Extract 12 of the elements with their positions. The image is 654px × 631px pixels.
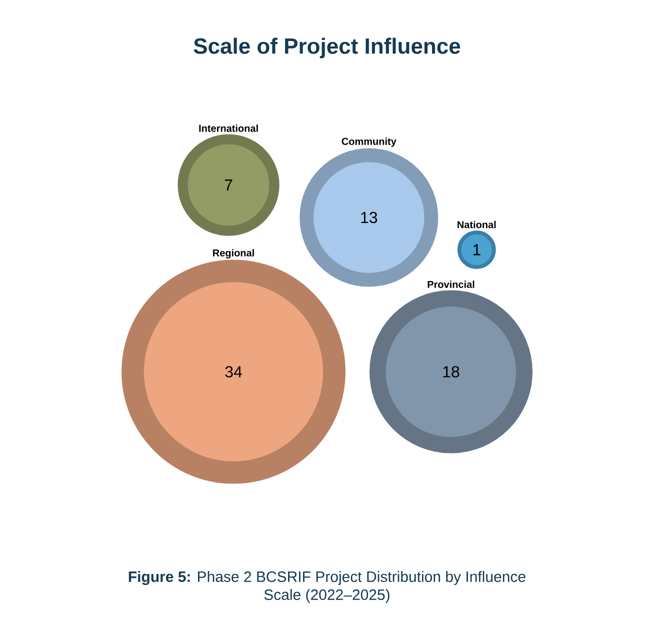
text: Figure 5: Phase 2 BCSRIF Project Distribution by Influence Scale (2022–2025) <box>128 570 526 603</box>
data-label: 1 <box>473 244 480 256</box>
category-label: Community <box>342 138 396 147</box>
category-label: National <box>458 220 496 228</box>
category-label: Regional <box>213 249 254 258</box>
data-label: 13 <box>361 212 378 224</box>
data-label: 34 <box>225 366 242 378</box>
data-label: 18 <box>443 366 460 378</box>
data-label: 7 <box>224 180 232 191</box>
category-label: International <box>199 124 258 132</box>
text: Scale of Project Influence <box>194 38 460 58</box>
category-label: Provincial <box>428 280 474 288</box>
